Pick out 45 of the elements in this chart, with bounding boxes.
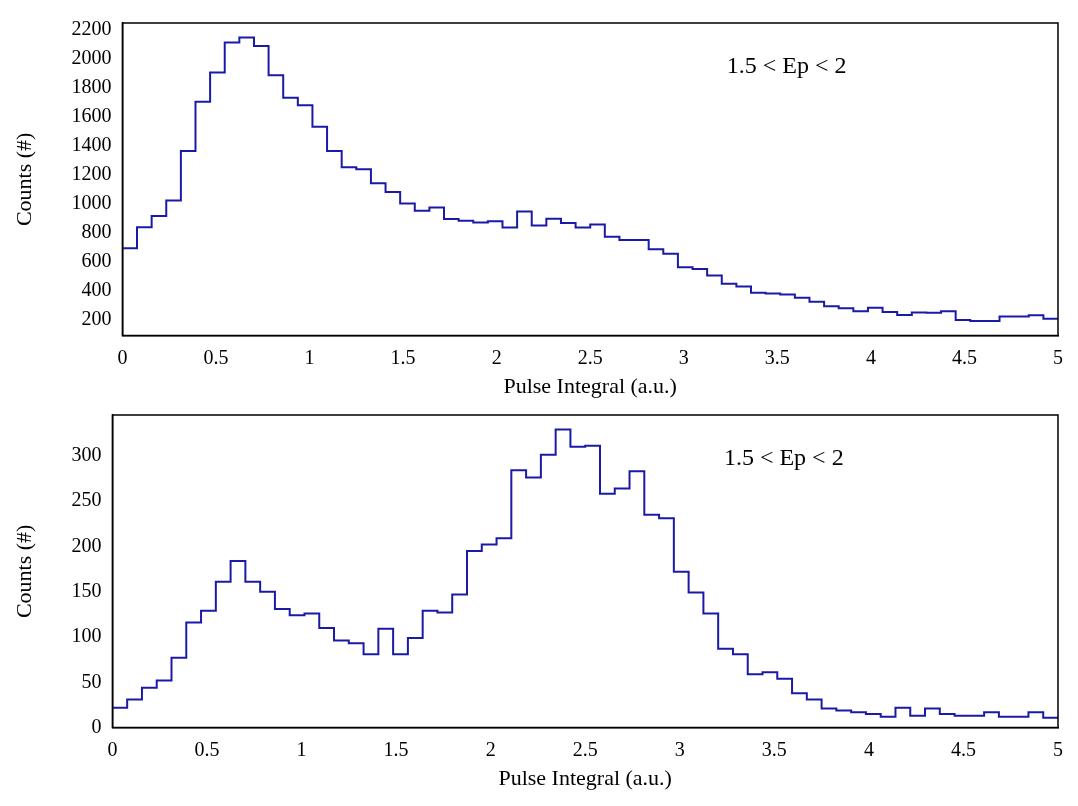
x-tick-label: 4 [863, 737, 874, 760]
y-tick-label: 1200 [71, 162, 112, 185]
x-tick-label: 2.5 [572, 737, 598, 760]
y-tick-label: 1400 [71, 133, 112, 156]
x-axis-title: Pulse Integral (a.u.) [503, 372, 677, 398]
y-tick-label: 2000 [71, 46, 112, 69]
y-tick-label: 600 [81, 249, 112, 272]
y-tick-label: 200 [71, 533, 102, 556]
x-tick-label: 4.5 [950, 737, 976, 760]
y-tick-label: 800 [81, 220, 112, 243]
y-tick-label: 1000 [71, 191, 112, 214]
y-tick-label: 100 [71, 624, 102, 647]
y-tick-label: 400 [81, 278, 112, 301]
x-tick-label: 1 [296, 737, 307, 760]
annotation: 1.5 < Ep < 2 [726, 52, 847, 79]
x-tick-label: 0 [117, 345, 128, 368]
x-tick-label: 3 [674, 737, 685, 760]
x-tick-label: 4.5 [951, 345, 977, 368]
x-tick-label: 3 [678, 345, 689, 368]
x-axis-title: Pulse Integral (a.u.) [498, 764, 672, 790]
x-tick-label: 4 [865, 345, 876, 368]
x-tick-label: 2 [485, 737, 496, 760]
x-tick-label: 1.5 [390, 345, 416, 368]
y-axis-title: Counts (#) [10, 524, 36, 619]
x-tick-label: 1.5 [383, 737, 409, 760]
y-tick-label: 1600 [71, 104, 112, 127]
x-tick-label: 0.5 [203, 345, 229, 368]
y-tick-label: 50 [81, 669, 102, 692]
y-tick-label: 2200 [71, 17, 112, 40]
x-tick-label: 5 [1053, 737, 1063, 760]
x-tick-label: 3.5 [764, 345, 790, 368]
y-tick-label: 200 [81, 307, 112, 330]
y-tick-label: 150 [71, 578, 102, 601]
y-tick-label: 0 [91, 714, 102, 737]
y-tick-label: 1800 [71, 75, 112, 98]
y-tick-label: 300 [71, 443, 102, 466]
annotation: 1.5 < Ep < 2 [723, 444, 844, 471]
x-tick-label: 1 [304, 345, 315, 368]
x-tick-label: 2 [491, 345, 502, 368]
y-tick-label: 250 [71, 488, 102, 511]
x-tick-label: 2.5 [577, 345, 603, 368]
x-tick-label: 3.5 [761, 737, 787, 760]
y-axis-title: Counts (#) [10, 132, 36, 227]
x-tick-label: 0.5 [194, 737, 220, 760]
x-tick-label: 5 [1053, 345, 1063, 368]
